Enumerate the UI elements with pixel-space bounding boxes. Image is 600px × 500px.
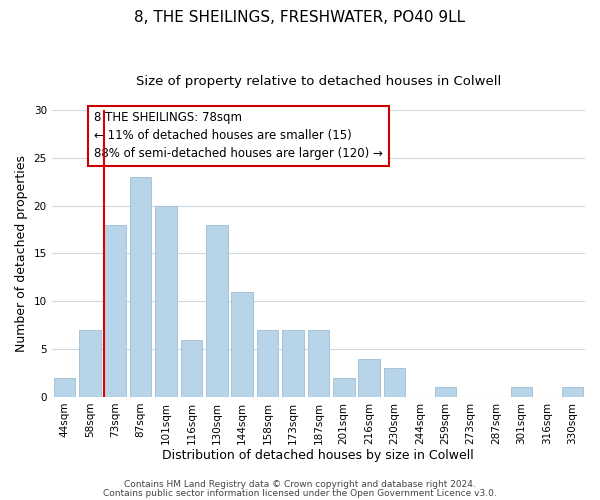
Text: Contains public sector information licensed under the Open Government Licence v3: Contains public sector information licen…: [103, 488, 497, 498]
Bar: [333, 378, 355, 397]
Bar: [562, 388, 583, 397]
Text: 8 THE SHEILINGS: 78sqm
← 11% of detached houses are smaller (15)
88% of semi-det: 8 THE SHEILINGS: 78sqm ← 11% of detached…: [94, 112, 383, 160]
Title: Size of property relative to detached houses in Colwell: Size of property relative to detached ho…: [136, 75, 501, 88]
Bar: [155, 206, 177, 397]
Bar: [181, 340, 202, 397]
Text: 8, THE SHEILINGS, FRESHWATER, PO40 9LL: 8, THE SHEILINGS, FRESHWATER, PO40 9LL: [134, 10, 466, 25]
Bar: [104, 225, 126, 397]
Bar: [53, 378, 75, 397]
Bar: [79, 330, 101, 397]
Text: Contains HM Land Registry data © Crown copyright and database right 2024.: Contains HM Land Registry data © Crown c…: [124, 480, 476, 489]
Bar: [257, 330, 278, 397]
Bar: [358, 358, 380, 397]
Bar: [206, 225, 227, 397]
Bar: [232, 292, 253, 397]
Y-axis label: Number of detached properties: Number of detached properties: [15, 155, 28, 352]
Bar: [511, 388, 532, 397]
Bar: [308, 330, 329, 397]
Bar: [282, 330, 304, 397]
X-axis label: Distribution of detached houses by size in Colwell: Distribution of detached houses by size …: [163, 450, 474, 462]
Bar: [434, 388, 456, 397]
Bar: [384, 368, 406, 397]
Bar: [130, 177, 151, 397]
